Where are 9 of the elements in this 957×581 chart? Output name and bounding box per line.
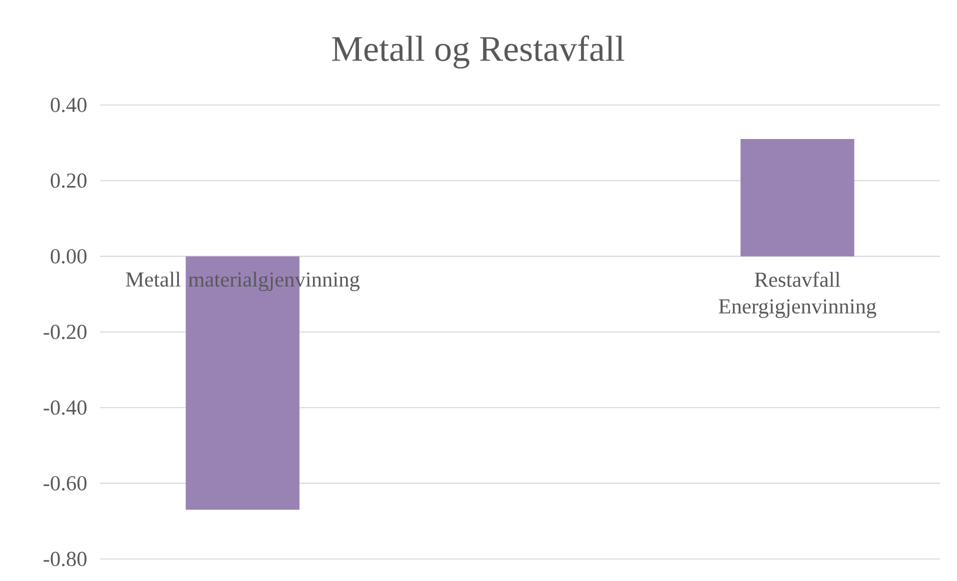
x-tick-label: Restavfall Energigjenvinning (718, 272, 876, 318)
y-tick-label: 0.40 (50, 98, 86, 112)
y-tick-label: -0.60 (44, 476, 86, 491)
chart-title: Metall og Restavfall (332, 35, 624, 69)
y-tick-label: -0.80 (44, 552, 86, 566)
y-tick-label: -0.40 (44, 400, 86, 415)
y-tick-label: 0.00 (50, 249, 86, 264)
y-tick-label: 0.20 (50, 173, 86, 188)
y-tick-label: -0.20 (44, 324, 86, 340)
